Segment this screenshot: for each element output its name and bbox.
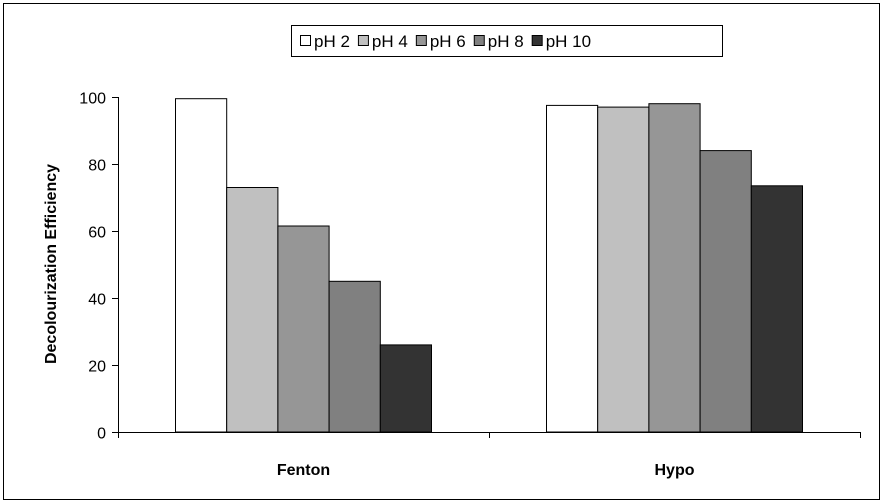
y-tick-label: 20 [88, 359, 106, 376]
legend-swatch [473, 35, 485, 46]
bar [226, 187, 279, 433]
legend-label: pH 8 [488, 32, 524, 51]
x-category-label: Fenton [277, 462, 330, 479]
y-tick-label: 40 [88, 292, 106, 309]
bar [379, 344, 432, 433]
bar [648, 103, 701, 433]
x-category-label: Hypo [655, 462, 695, 479]
legend-label: pH 6 [430, 32, 466, 51]
y-axis: 0 20 40 60 80 100 [79, 91, 119, 443]
legend-label: pH 4 [372, 32, 408, 51]
legend-swatch [531, 35, 543, 46]
bars [175, 98, 803, 433]
y-axis-label: Decolourization Efficiency [43, 164, 60, 364]
bar [277, 225, 330, 433]
bar [175, 98, 228, 433]
y-tick-label: 60 [88, 225, 106, 242]
bar [597, 106, 650, 433]
bar [546, 104, 599, 433]
legend-label: pH 2 [314, 32, 350, 51]
y-tick-label: 0 [97, 426, 106, 443]
bar [750, 185, 803, 433]
y-tick-label: 80 [88, 158, 106, 175]
y-tick-label: 100 [79, 91, 106, 108]
legend-swatch [300, 35, 311, 46]
legend: pH 2 pH 4 pH 6 pH 8 pH 10 [291, 25, 723, 57]
bar [328, 280, 381, 433]
legend-swatch [415, 35, 427, 46]
bar [699, 150, 752, 433]
x-axis: Fenton Hypo [118, 432, 861, 479]
legend-swatch [357, 35, 369, 46]
legend-label: pH 10 [546, 32, 591, 51]
